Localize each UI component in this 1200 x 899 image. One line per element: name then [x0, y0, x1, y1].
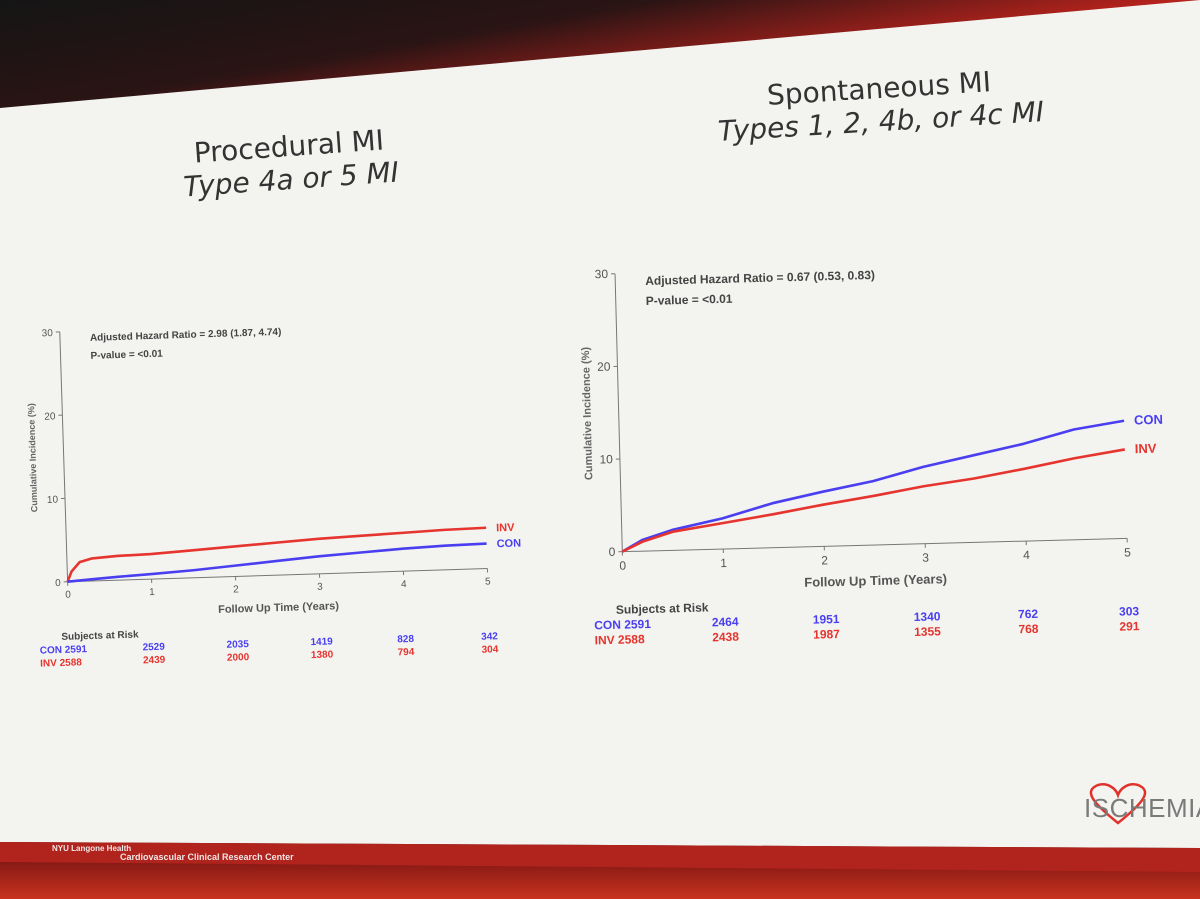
p-value-annotation: P-value = <0.01: [646, 292, 733, 308]
y-tick-label: 10: [599, 452, 613, 466]
y-tick-label: 0: [608, 545, 615, 559]
hazard-ratio-annotation: Adjusted Hazard Ratio = 0.67 (0.53, 0.83…: [645, 268, 875, 288]
y-tick-label: 20: [597, 360, 611, 374]
risk-table-cell: 2439: [143, 655, 166, 667]
risk-table-cell: 2000: [227, 652, 250, 664]
x-axis-title: Follow Up Time (Years): [804, 571, 947, 590]
risk-table-cell: 1987: [813, 627, 840, 642]
y-tick-label: 30: [594, 267, 608, 281]
spontaneous-mi-chart: 0 10 20 30 0 1 2 3 4 5 Follow Up Time (Years) Cumul…: [580, 267, 1163, 647]
risk-row-label: CON 2591: [594, 617, 651, 632]
footer-institution: NYU Langone Health: [52, 844, 132, 853]
hazard-ratio-annotation: Adjusted Hazard Ratio = 2.98 (1.87, 4.74…: [90, 327, 282, 344]
series-label-inv: INV: [1135, 441, 1157, 457]
x-tick-label: 1: [720, 556, 727, 570]
x-tick-label: 5: [1124, 545, 1131, 559]
risk-table-cell: 1419: [310, 636, 333, 648]
risk-row-label: INV 2588: [40, 657, 82, 669]
x-tick-label: 1: [149, 587, 155, 598]
series-line-con: [67, 542, 487, 584]
risk-table-cell: 768: [1018, 622, 1039, 637]
risk-table-cell: 342: [481, 631, 498, 643]
risk-table-cell: 794: [398, 647, 415, 659]
x-tick-label: 0: [619, 559, 626, 573]
risk-table-cell: 2464: [712, 615, 739, 630]
y-tick-label: 10: [47, 495, 59, 506]
risk-table-cell: 1340: [914, 609, 941, 624]
x-tick-label: 3: [922, 551, 929, 565]
series-line-inv: [66, 526, 487, 583]
risk-table-cell: 291: [1119, 619, 1140, 634]
x-tick-label: 4: [1023, 548, 1030, 562]
risk-table-cell: 2438: [712, 630, 739, 645]
x-tick-label: 4: [401, 579, 407, 590]
y-axis-title: Cumulative Incidence (%): [26, 403, 39, 512]
risk-table-cell: 1355: [914, 624, 941, 639]
logo-text: ISCHEMIA: [1084, 793, 1200, 823]
x-axis-title: Follow Up Time (Years): [218, 600, 339, 616]
risk-table-cell: 1951: [813, 612, 840, 627]
risk-table-cell: 303: [1119, 604, 1140, 619]
risk-table-header: Subjects at Risk: [616, 600, 709, 616]
series-label-con: CON: [1134, 412, 1163, 428]
procedural-mi-chart: 0 10 20 30 0 1 2 3 4 5 Follow Up Time (Years) Cumul…: [26, 327, 521, 670]
risk-table-header: Subjects at Risk: [61, 630, 139, 643]
x-tick-label: 0: [65, 590, 71, 601]
x-axis-line: [67, 568, 488, 583]
y-axis-line: [614, 273, 623, 552]
heart-logo-icon: [1089, 783, 1147, 825]
risk-table-cell: 2035: [226, 639, 249, 651]
y-tick-label: 0: [55, 578, 61, 589]
risk-row-label: CON 2591: [40, 644, 88, 656]
ischemia-logo: ISCHEMIA: [1078, 783, 1200, 828]
x-tick-label: 3: [317, 582, 323, 593]
series-label-inv: INV: [496, 522, 515, 535]
x-tick-label: 2: [233, 584, 239, 595]
y-axis-title: Cumulative Incidence (%): [580, 346, 595, 480]
series-line-con: [621, 419, 1125, 553]
footer-center: Cardiovascular Clinical Research Center: [120, 852, 294, 862]
x-axis-line: [622, 537, 1128, 553]
y-tick-label: 30: [42, 328, 54, 339]
risk-row-label: INV 2588: [594, 632, 645, 647]
x-tick-label: 5: [485, 576, 491, 587]
risk-table-cell: 1380: [311, 649, 334, 661]
x-tick-label: 2: [821, 553, 828, 567]
p-value-annotation: P-value = <0.01: [90, 349, 163, 362]
y-axis-line: [59, 331, 69, 582]
risk-table-cell: 828: [397, 634, 414, 646]
series-line-inv: [621, 448, 1126, 553]
risk-table-cell: 304: [481, 644, 498, 656]
risk-table-cell: 762: [1018, 607, 1039, 622]
series-label-con: CON: [496, 537, 521, 550]
risk-table-cell: 2529: [142, 642, 165, 654]
y-tick-label: 20: [44, 411, 56, 422]
